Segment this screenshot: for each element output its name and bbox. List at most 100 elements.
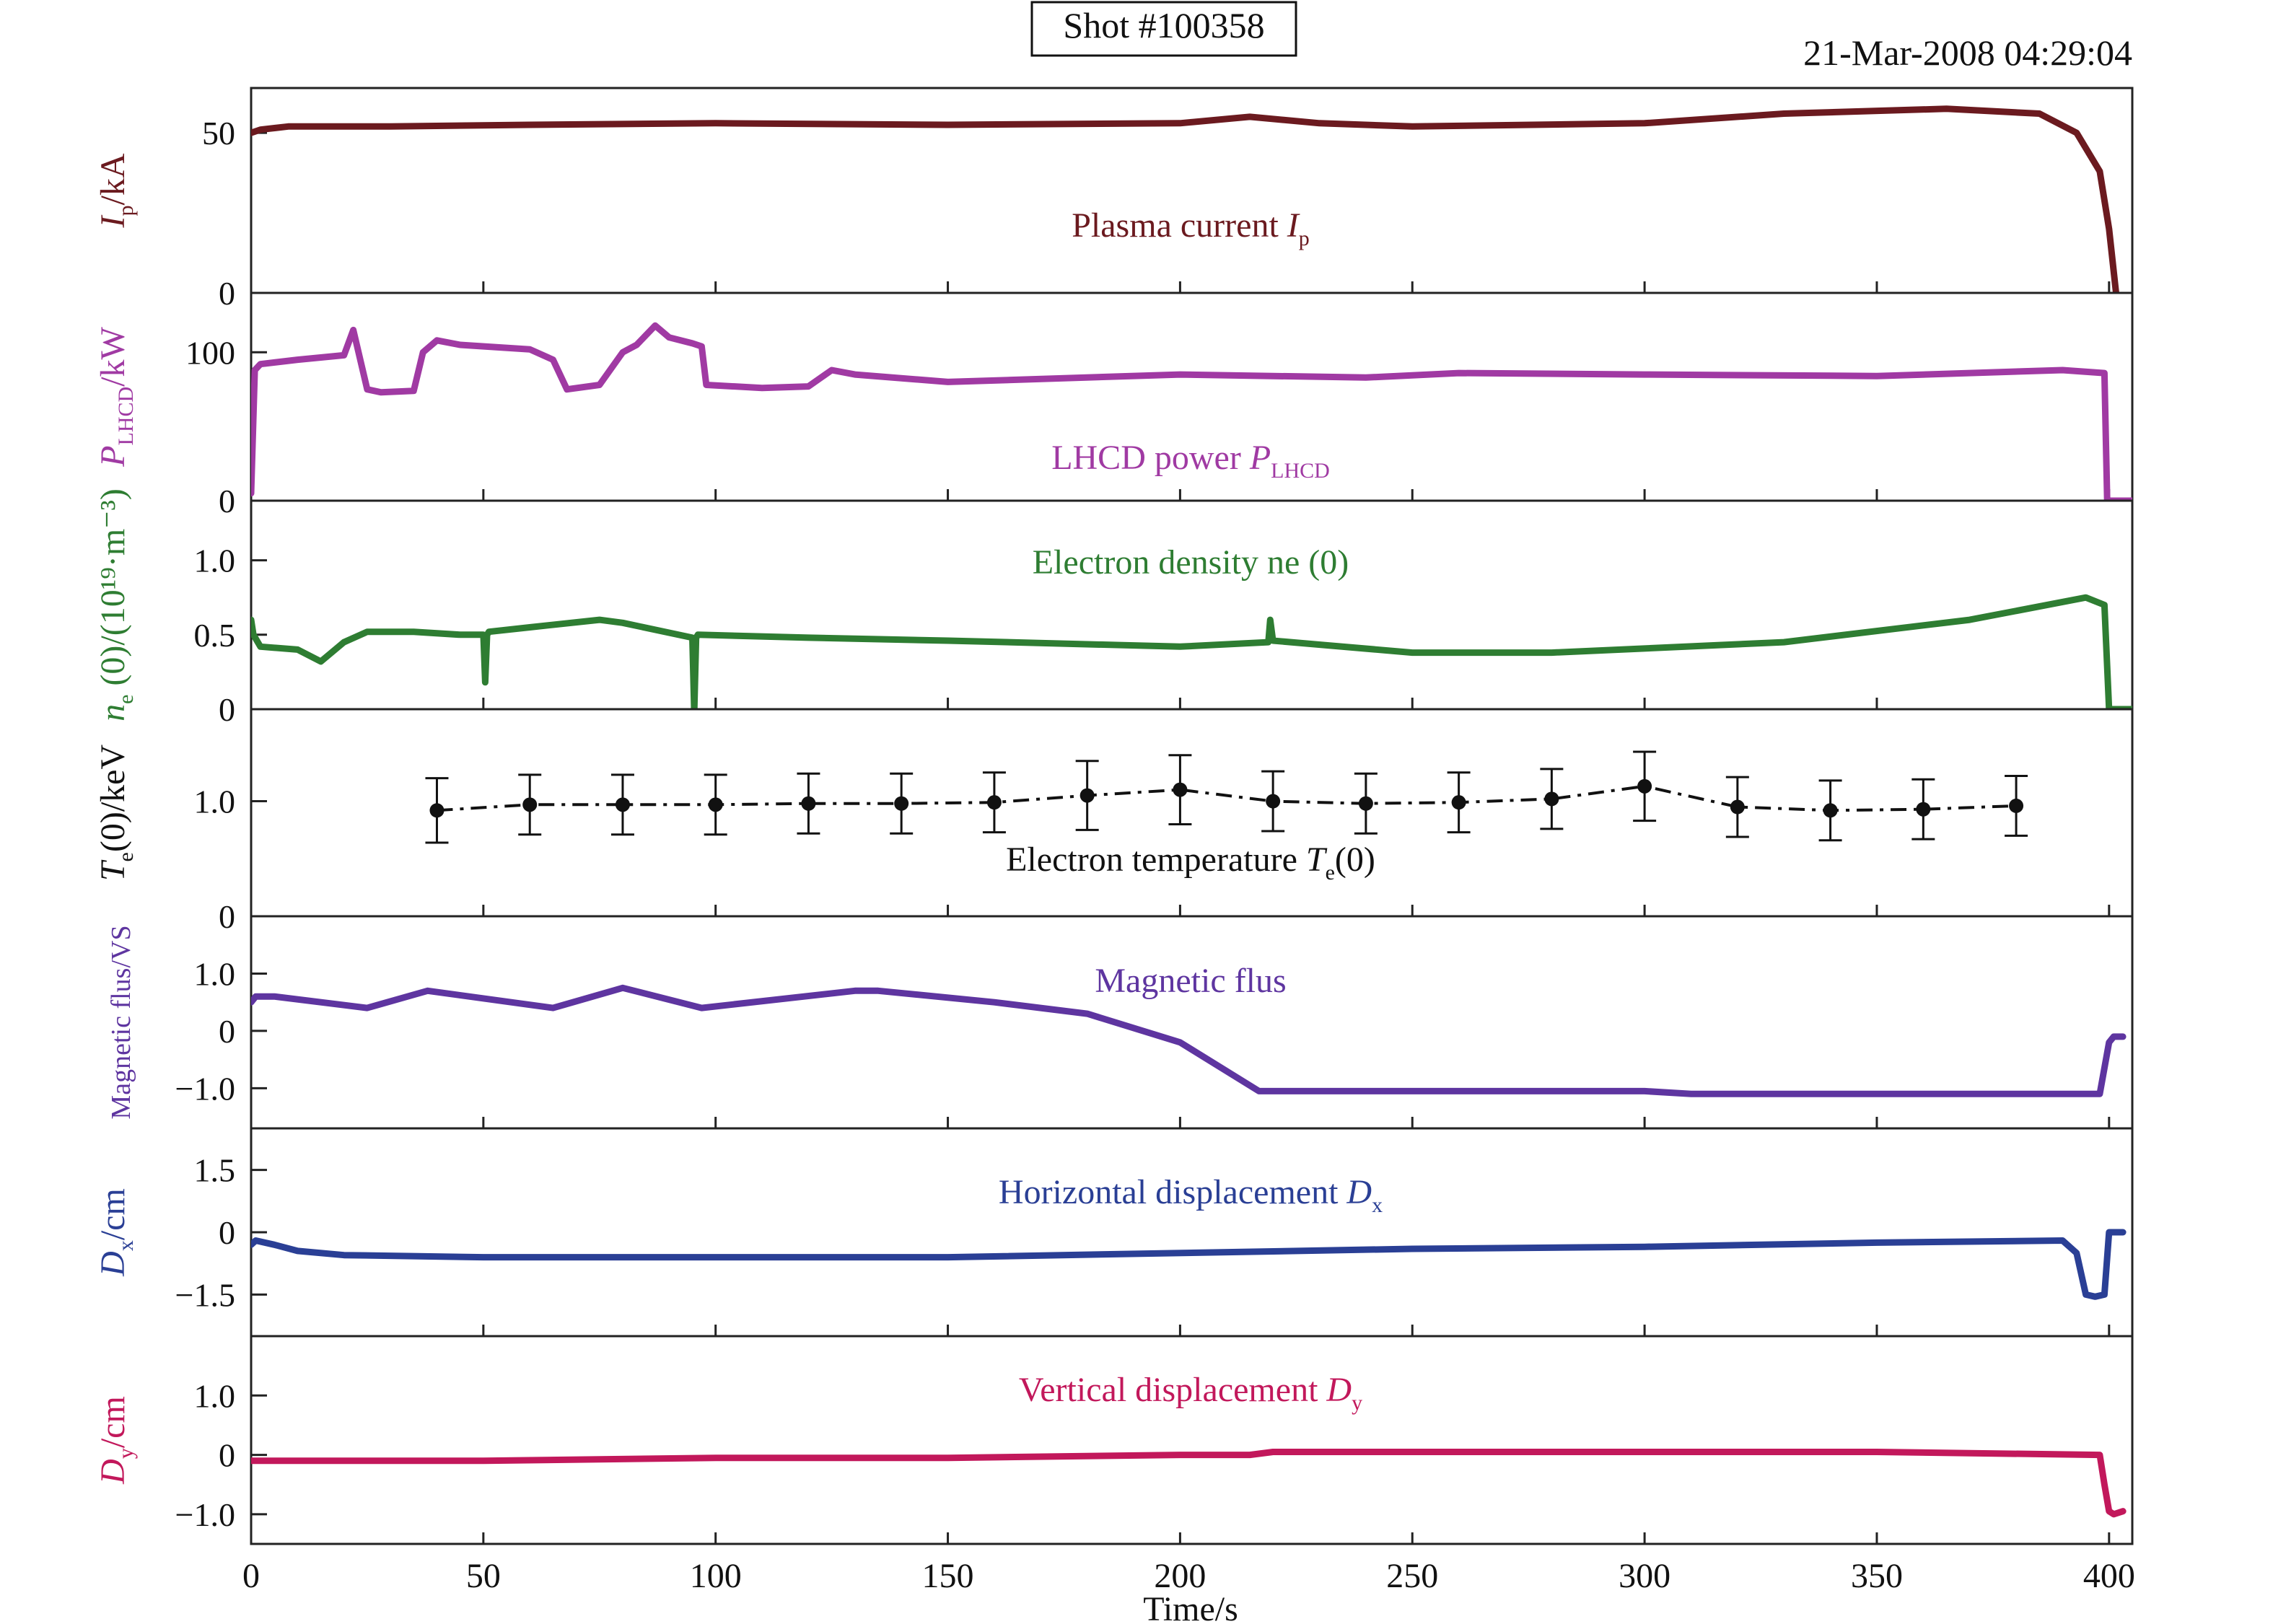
data-marker <box>1637 778 1652 794</box>
data-point <box>1447 771 1471 834</box>
panel-frame <box>250 708 2134 918</box>
panel-title-text: LHCD power <box>1051 439 1250 477</box>
data-marker <box>1358 796 1373 811</box>
y-axis-label-subscript: p <box>114 206 138 216</box>
panel-magnetic-flux: −1.0 0 1.0 Magnetic flus/VS Magnetic flus <box>106 915 2134 1130</box>
data-point <box>2005 774 2028 837</box>
y-tick-label: 1.0 <box>194 955 236 992</box>
data-marker <box>1823 803 1838 818</box>
panel-title-text: Horizontal displacement <box>999 1173 1347 1211</box>
y-tick-label: −1.0 <box>175 1496 235 1533</box>
data-marker <box>1173 782 1188 797</box>
y-axis-label: Te(0)/keV <box>94 745 138 882</box>
panel-title-subscript: e <box>1326 861 1335 885</box>
series-line-electron-density <box>251 594 2132 709</box>
data-marker <box>429 803 444 818</box>
y-axis-label: ne (0)/(10¹⁹·m⁻³) <box>94 488 138 721</box>
panel-plasma-current: 0 50 Ip/kA Plasma current Ip <box>94 87 2134 312</box>
series-line-lhcd-power <box>251 322 2132 501</box>
series-dashdot-line <box>437 784 2017 812</box>
panel-title-text: Plasma current <box>1072 206 1287 245</box>
panel-title: Plasma current Ip <box>1072 206 1310 250</box>
y-axis-label-subscript: e <box>114 852 138 861</box>
data-point <box>610 773 634 836</box>
figure-header: Shot #100358 21-Mar-2008 04:29:04 <box>1030 1 2132 73</box>
panel-horizontal-displacement: −1.5 0 1.5 Dx/cm Horizontal displacement Dx <box>94 1127 2134 1338</box>
data-point <box>1725 776 1749 838</box>
y-axis-label-symbol: D <box>94 1459 132 1485</box>
data-point <box>1633 750 1657 822</box>
panel-frame <box>250 1335 2134 1545</box>
timestamp: 21-Mar-2008 04:29:04 <box>1803 32 2132 73</box>
y-axis-label: PLHCD/kW <box>94 326 138 467</box>
y-tick-label: 0 <box>219 1437 235 1474</box>
data-point <box>890 772 914 835</box>
x-tick-label: 50 <box>466 1557 501 1595</box>
panel-title-subscript: LHCD <box>1271 459 1330 483</box>
panel-title-subscript: y <box>1352 1391 1362 1415</box>
data-point <box>1540 768 1564 830</box>
x-tick-label: 150 <box>922 1557 974 1595</box>
series-line-horizontal-displacement <box>251 1229 2127 1300</box>
y-axis-label: Magnetic flus/VS <box>106 925 136 1119</box>
y-axis-label-subscript: LHCD <box>114 387 138 446</box>
y-tick-label: 1.0 <box>194 784 236 820</box>
y-axis-label-subscript: y <box>114 1448 138 1459</box>
y-tick-label: 0.5 <box>194 617 236 654</box>
data-marker <box>986 795 1002 810</box>
x-tick-label: 400 <box>2083 1557 2135 1595</box>
panel-frame <box>250 87 2134 294</box>
panel-frame <box>250 499 2134 711</box>
data-marker <box>801 796 816 811</box>
y-tick-label: 0 <box>219 1013 235 1050</box>
x-tick-label: 100 <box>690 1557 742 1595</box>
data-point <box>797 772 820 835</box>
x-tick-label: 300 <box>1619 1557 1670 1595</box>
data-marker <box>1544 791 1559 807</box>
y-axis-label-unit: /kW <box>94 326 132 386</box>
data-point <box>1261 770 1285 833</box>
x-tick-label: 250 <box>1386 1557 1438 1595</box>
shot-label: Shot #100358 <box>1063 5 1264 45</box>
y-axis-label-unit: /cm <box>94 1396 132 1448</box>
panel-title-subscript: p <box>1299 227 1310 250</box>
y-axis-label-subscript: x <box>114 1240 138 1251</box>
y-axis-label-symbol: Magnetic flus/VS <box>106 925 136 1119</box>
panel-title: Electron temperature Te(0) <box>1006 840 1375 885</box>
panel-title: Vertical displacement Dy <box>1019 1371 1362 1415</box>
data-point <box>518 773 542 836</box>
y-axis-label-symbol: T <box>94 859 132 881</box>
data-marker <box>1916 802 1931 817</box>
panel-title-text: Electron density ne (0) <box>1033 543 1349 581</box>
data-point <box>1075 760 1099 831</box>
series-line-vertical-displacement <box>251 1449 2127 1518</box>
x-tick-label: 200 <box>1154 1557 1206 1595</box>
y-axis-label: Dx/cm <box>94 1188 138 1277</box>
y-axis-label-unit: (0)/keV <box>94 745 132 853</box>
y-axis-label-symbol: D <box>94 1251 132 1277</box>
y-axis-label-group: ne (0)/(10¹⁹·m⁻³) <box>94 488 138 721</box>
y-tick-label: 0 <box>219 275 235 312</box>
y-axis-label-unit: /kA <box>94 153 132 205</box>
panel-electron-density: 0 0.5 1.0 ne (0)/(10¹⁹·m⁻³) Electron density… <box>94 488 2134 728</box>
y-tick-label: 0 <box>219 1214 235 1251</box>
x-axis-label: Time/s <box>1143 1590 1238 1624</box>
panel-title: Horizontal displacement Dx <box>999 1173 1383 1217</box>
data-marker <box>615 797 630 812</box>
panel-title-symbol: T <box>1306 840 1328 879</box>
data-marker <box>1079 788 1095 803</box>
data-marker <box>894 796 909 811</box>
y-axis-label-group: PLHCD/kW <box>94 326 138 467</box>
series-line-magnetic-flux <box>251 984 2127 1097</box>
y-axis-label-unit: (0)/(10¹⁹·m⁻³) <box>94 488 132 694</box>
y-tick-label: 1.0 <box>194 1377 236 1414</box>
data-marker <box>1730 799 1745 815</box>
panel-title: LHCD power PLHCD <box>1051 439 1330 483</box>
panel-title: Magnetic flus <box>1095 962 1286 1000</box>
series-line-plasma-current <box>251 105 2119 293</box>
panel-title-symbol: P <box>1249 439 1271 477</box>
